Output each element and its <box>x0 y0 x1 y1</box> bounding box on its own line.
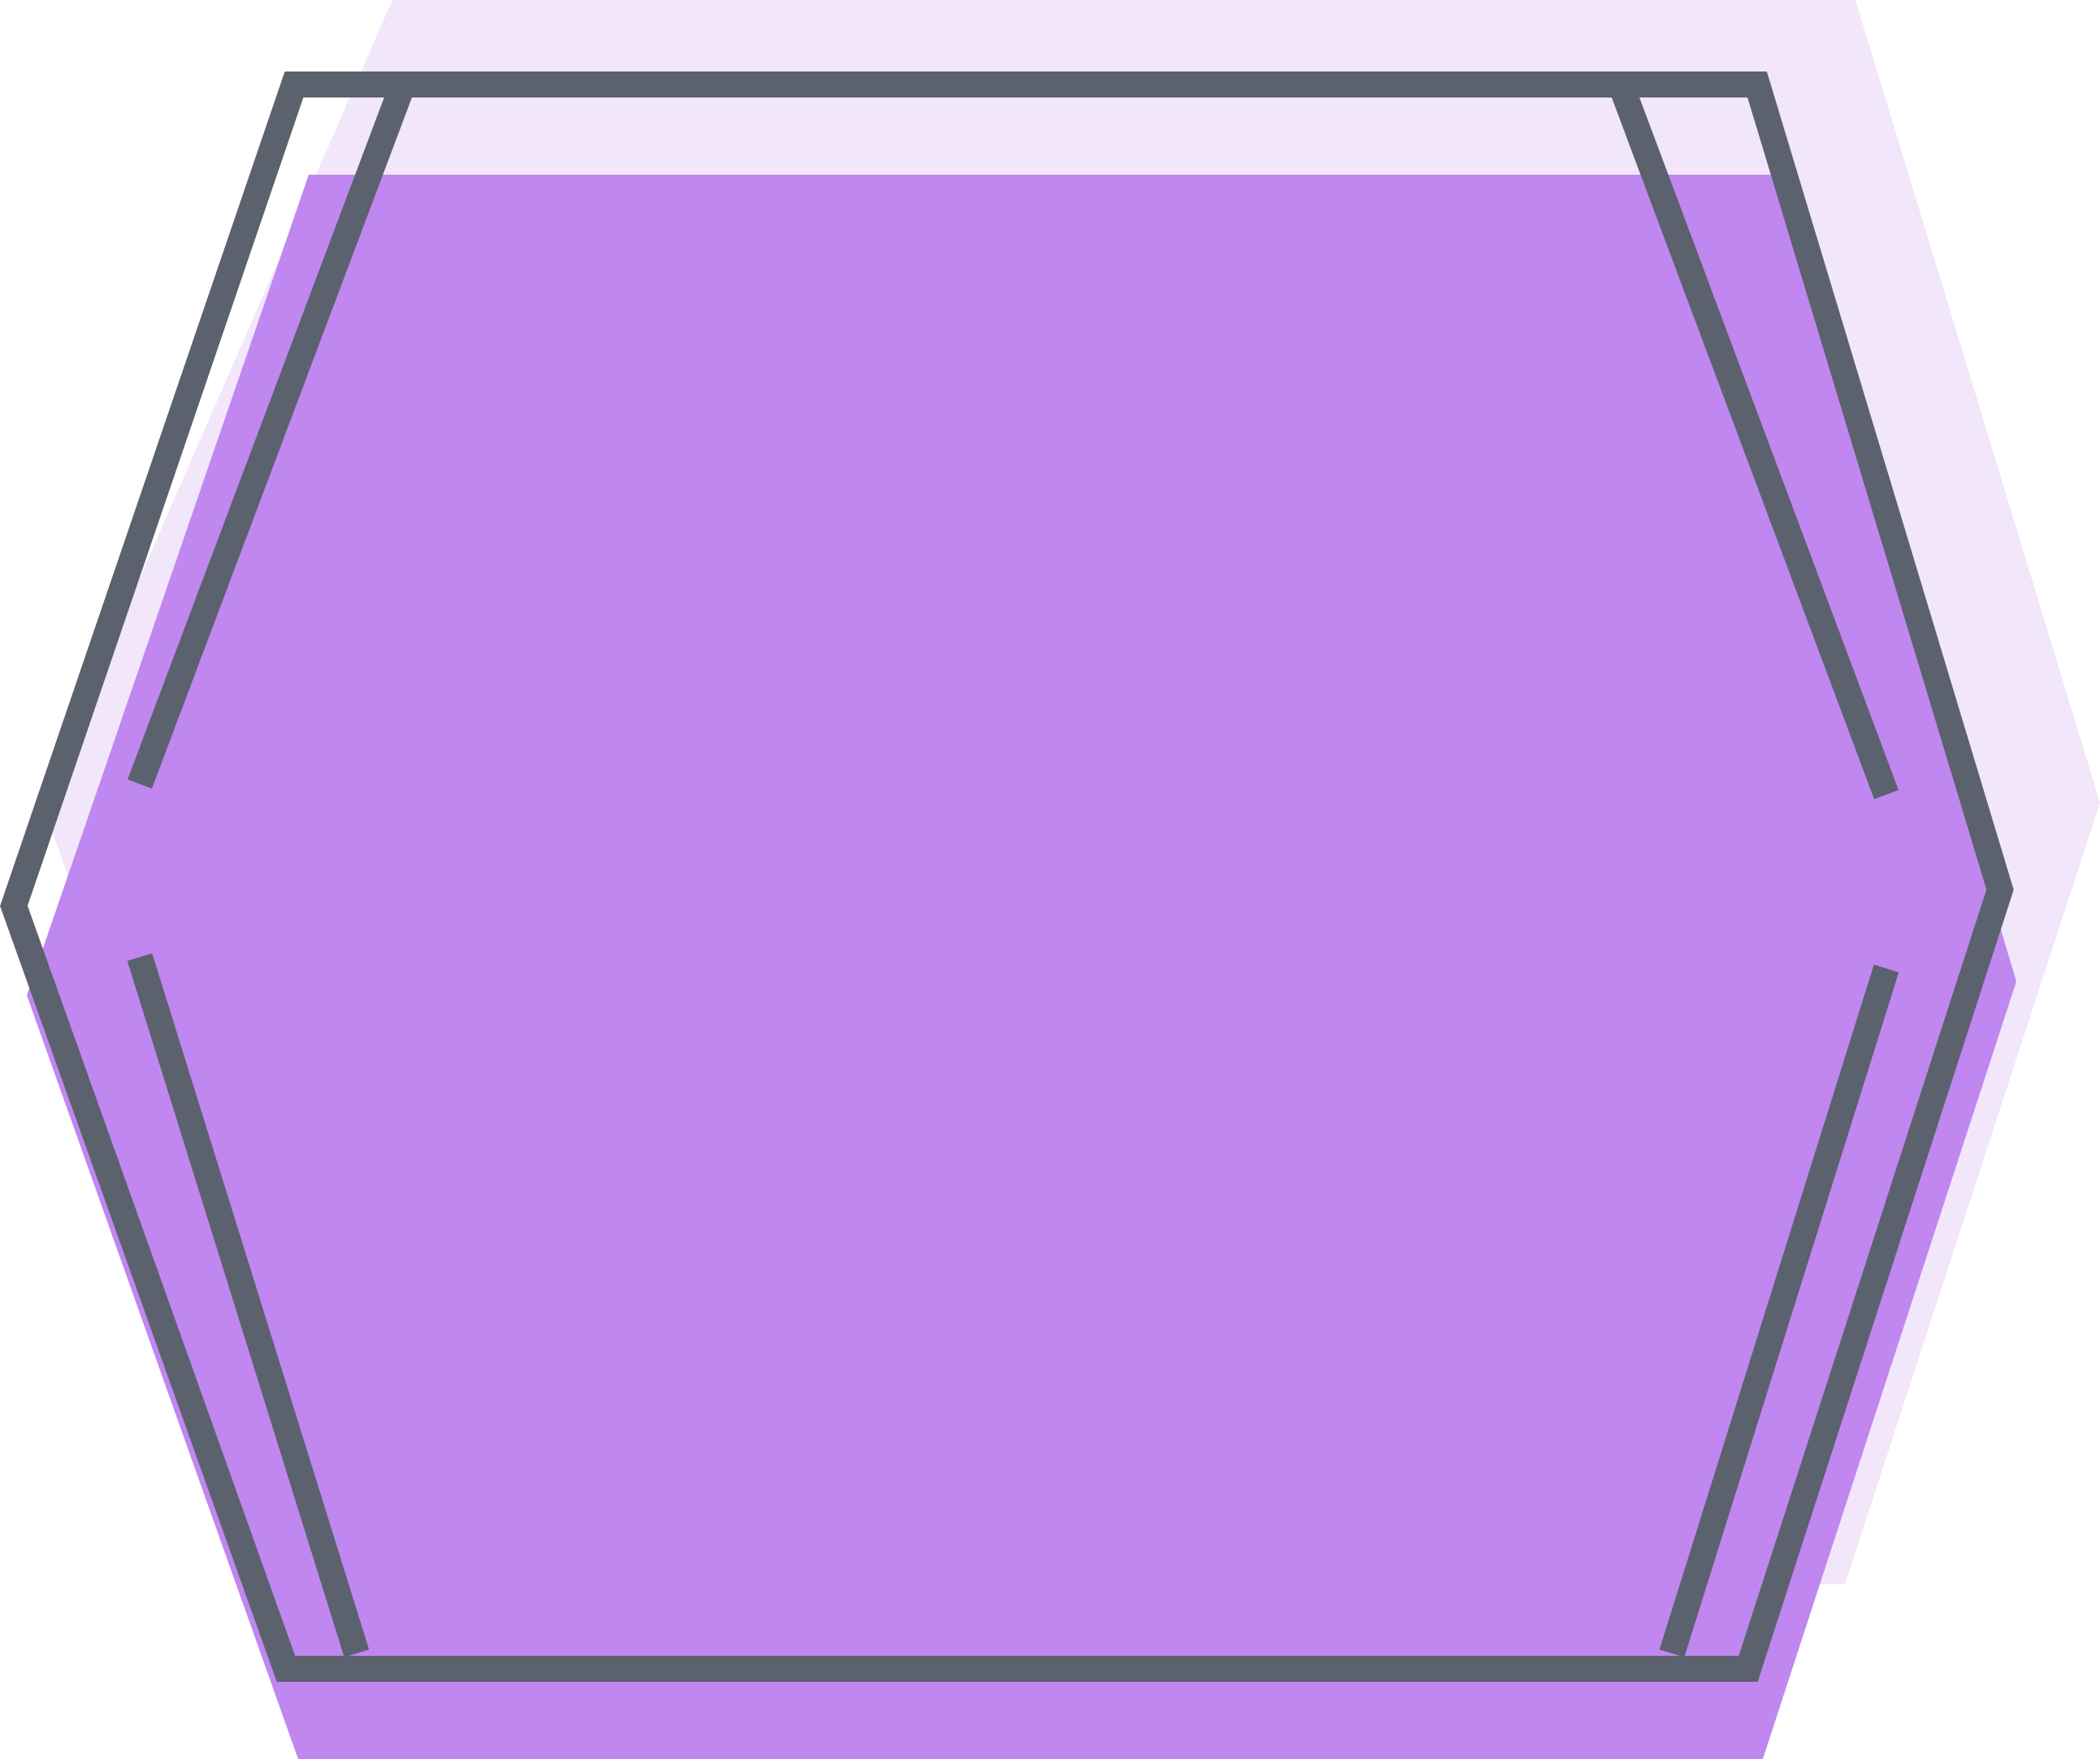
inner-bracket-lines <box>127 80 1899 1657</box>
main-hexagon-shape <box>27 175 2016 1759</box>
inner-bracket-top-right <box>1609 80 1899 799</box>
inner-bracket-bottom-right <box>1659 964 1899 1657</box>
outline-hexagon-shape <box>0 71 2014 1682</box>
inner-bracket-bottom-left <box>127 953 370 1657</box>
inner-bracket-top-left <box>128 80 415 789</box>
